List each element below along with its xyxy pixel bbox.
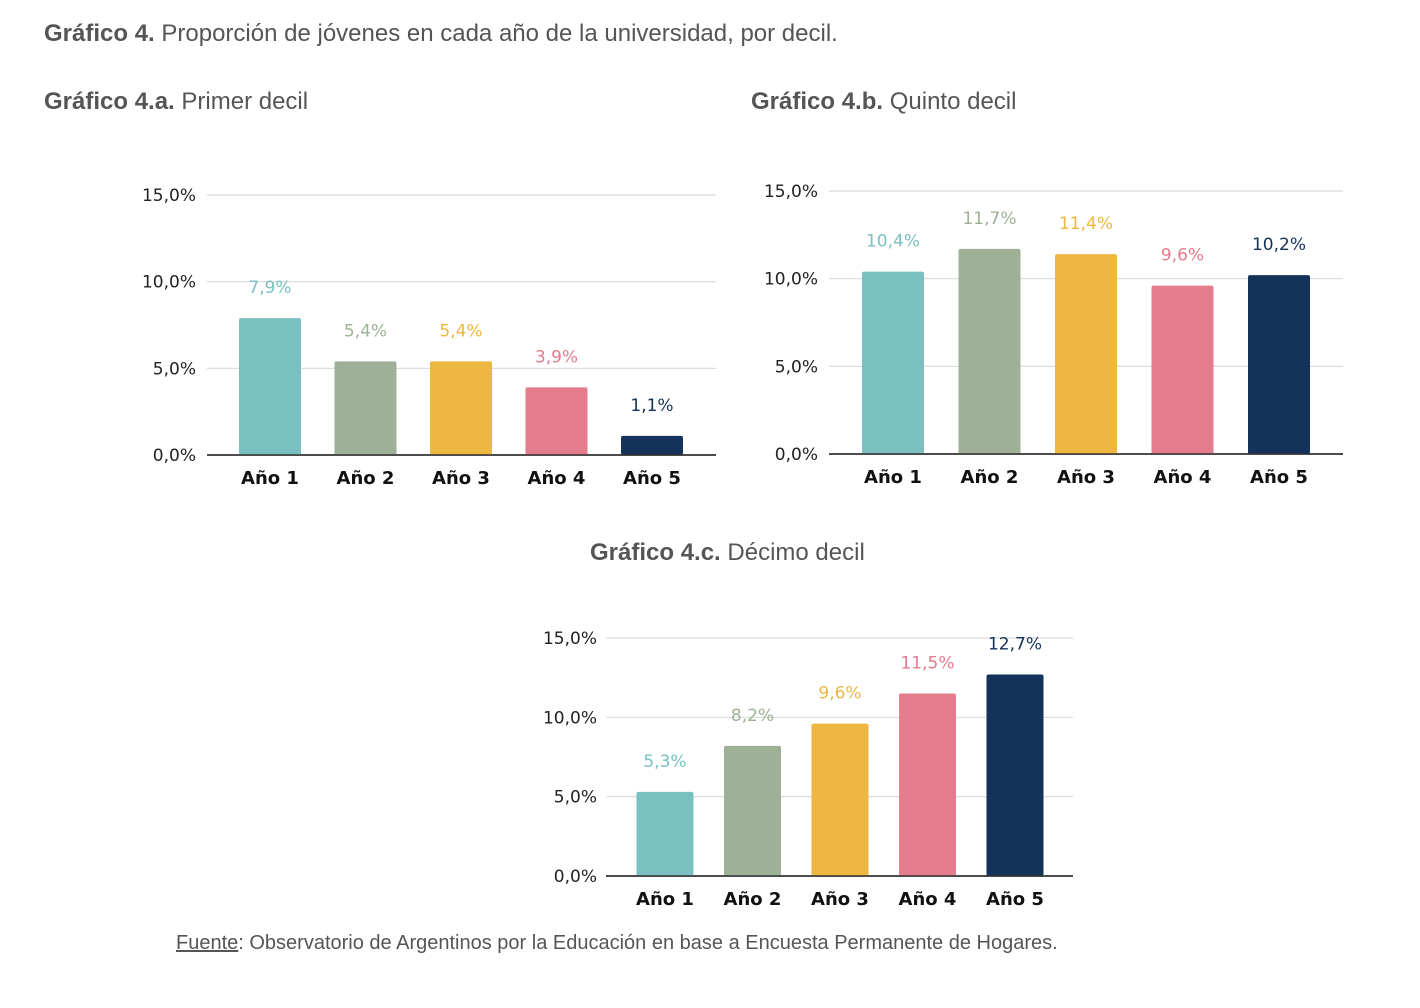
y-tick-label: 0,0% <box>153 446 196 466</box>
bar-4 <box>899 693 956 876</box>
x-tick-label: Año 2 <box>724 889 782 910</box>
data-label: 10,4% <box>866 232 920 252</box>
x-tick-label: Año 1 <box>636 889 694 910</box>
chart-b-title-text: Quinto decil <box>883 88 1017 115</box>
data-label: 1,1% <box>630 396 673 416</box>
x-tick-label: Año 4 <box>1154 467 1212 488</box>
x-tick-label: Año 2 <box>961 467 1019 488</box>
data-label: 5,4% <box>344 321 387 341</box>
y-tick-label: 5,0% <box>554 788 597 808</box>
y-tick-label: 15,0% <box>764 182 818 202</box>
bar-2 <box>334 361 397 455</box>
data-label: 3,9% <box>535 347 578 367</box>
x-tick-label: Año 1 <box>241 468 299 489</box>
figure-title-text: Proporción de jóvenes en cada año de la … <box>154 20 838 47</box>
bar-2 <box>958 248 1021 454</box>
data-label: 11,5% <box>900 654 954 674</box>
y-tick-label: 10,0% <box>543 708 597 728</box>
source-text: : Observatorio de Argentinos por la Educ… <box>238 932 1058 954</box>
bar-2 <box>724 745 781 876</box>
x-tick-label: Año 5 <box>986 889 1044 910</box>
figure-title: Gráfico 4. Proporción de jóvenes en cada… <box>44 20 838 48</box>
source-note: Fuente: Observatorio de Argentinos por l… <box>176 932 1058 955</box>
x-tick-label: Año 5 <box>1250 467 1308 488</box>
bar-3 <box>1055 254 1117 454</box>
y-tick-label: 0,0% <box>554 867 597 887</box>
x-tick-label: Año 3 <box>432 468 490 489</box>
figure-title-bold: Gráfico 4. <box>44 20 155 47</box>
x-tick-label: Año 3 <box>811 889 869 910</box>
bar-5 <box>621 435 683 455</box>
y-tick-label: 10,0% <box>764 270 818 290</box>
bar-4 <box>1151 285 1214 454</box>
bar-1 <box>636 791 694 876</box>
chart-a-title-text: Primer decil <box>174 88 309 115</box>
data-label: 11,7% <box>962 209 1016 229</box>
data-label: 10,2% <box>1252 235 1306 255</box>
x-tick-label: Año 1 <box>864 467 922 488</box>
chart-b-title: Gráfico 4.b. Quinto decil <box>751 88 1016 116</box>
y-tick-label: 10,0% <box>142 273 196 293</box>
x-tick-label: Año 4 <box>899 889 957 910</box>
chart-a-title: Gráfico 4.a. Primer decil <box>44 88 308 116</box>
source-label: Fuente <box>176 932 239 954</box>
data-label: 11,4% <box>1059 214 1113 234</box>
bar-5 <box>1248 275 1310 454</box>
bar-1 <box>239 318 301 455</box>
y-tick-label: 15,0% <box>543 629 597 649</box>
data-label: 9,6% <box>1161 246 1204 266</box>
y-tick-label: 0,0% <box>775 445 818 465</box>
x-tick-label: Año 4 <box>528 468 586 489</box>
data-label: 7,9% <box>248 278 291 298</box>
data-label: 5,3% <box>643 752 686 772</box>
bar-1 <box>862 271 924 454</box>
bar-3 <box>811 723 869 876</box>
data-label: 5,4% <box>439 321 482 341</box>
chart-c-title-text: Décimo decil <box>720 539 865 566</box>
bar-5 <box>986 674 1044 876</box>
chart-c-title-bold: Gráfico 4.c. <box>590 539 721 566</box>
bar-3 <box>430 361 492 455</box>
y-tick-label: 5,0% <box>153 359 196 379</box>
bar-4 <box>525 387 588 455</box>
chart-c-title: Gráfico 4.c. Décimo decil <box>590 539 865 567</box>
x-tick-label: Año 5 <box>623 468 681 489</box>
data-label: 8,2% <box>731 706 774 726</box>
y-tick-label: 5,0% <box>775 357 818 377</box>
chart-a-title-bold: Gráfico 4.a. <box>44 88 175 115</box>
x-tick-label: Año 3 <box>1057 467 1115 488</box>
data-label: 12,7% <box>988 634 1042 654</box>
chart-b-title-bold: Gráfico 4.b. <box>751 88 884 115</box>
y-tick-label: 15,0% <box>142 186 196 206</box>
x-tick-label: Año 2 <box>337 468 395 489</box>
data-label: 9,6% <box>818 684 861 704</box>
